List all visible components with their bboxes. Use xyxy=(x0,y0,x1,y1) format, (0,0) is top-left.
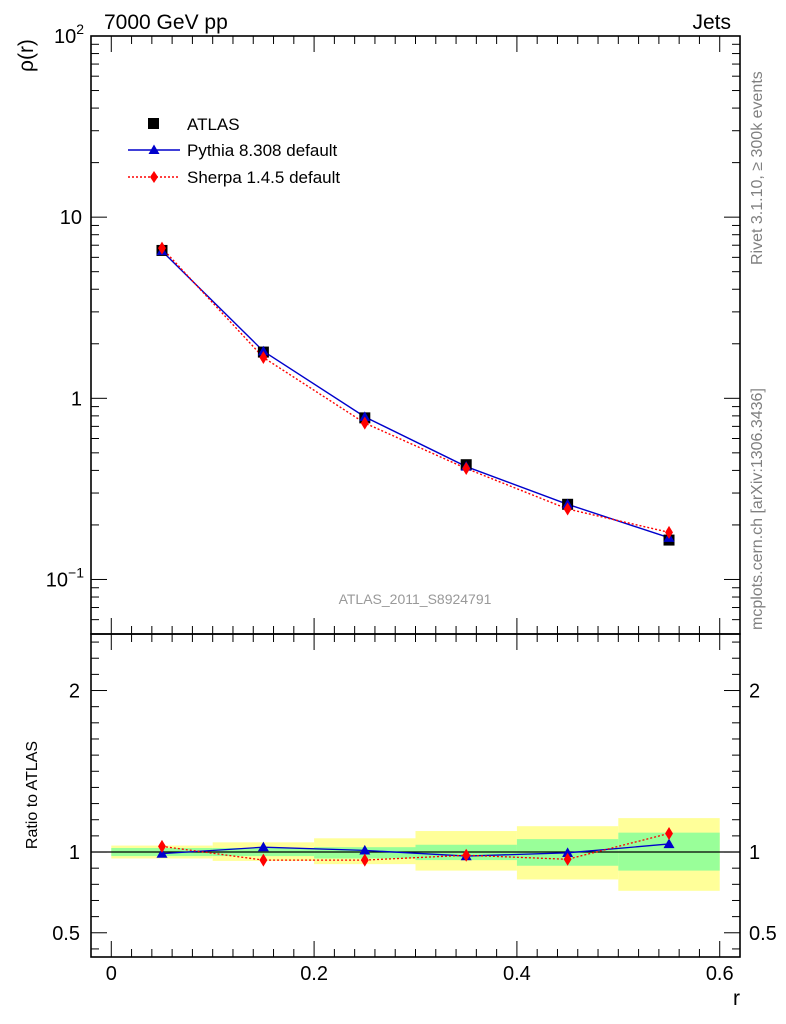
mcplots-source-label: mcplots.cern.ch [arXiv:1306.3436] xyxy=(749,388,766,630)
legend-atlas-marker xyxy=(148,118,159,129)
main-point xyxy=(158,241,166,255)
main-y-axis-label: ρ(r) xyxy=(15,39,38,72)
ratio-plot-panel: 0.5 0.5 1 1 2 2 0 0.2 0.4 0.6 Ratio to ATLAS r xyxy=(24,633,777,1010)
main-point xyxy=(259,350,268,364)
ratio-y-tick-label-right: 1 xyxy=(749,842,760,864)
main-watermark: ATLAS_2011_S8924791 xyxy=(339,591,492,607)
ratio-y-tick-label-right: 2 xyxy=(749,681,760,703)
main-y-tick-label: 1 xyxy=(71,388,82,410)
header-right-title: Jets xyxy=(692,11,731,34)
ratio-series-line xyxy=(161,843,670,857)
ratio-y-tick-label-right: 0.5 xyxy=(749,923,777,945)
ratio-uncertainty-bands xyxy=(111,818,720,891)
ratio-point xyxy=(663,838,675,849)
legend-pythia-marker xyxy=(148,144,160,154)
legend-sherpa-label: Sherpa 1.4.5 default xyxy=(187,168,340,187)
legend-pythia-label: Pythia 8.308 default xyxy=(187,141,338,160)
ratio-point xyxy=(360,853,369,867)
main-plot-panel: ATLAS_2011_S8924791 10−1 1 10 102 ρ(r) ATLA… xyxy=(15,21,741,635)
main-series-line xyxy=(161,250,670,539)
main-point xyxy=(462,461,471,475)
main-series-line xyxy=(161,247,670,534)
main-series-group xyxy=(156,241,675,546)
legend-atlas-label: ATLAS xyxy=(187,115,240,134)
main-y-tick-label: 10−1 xyxy=(46,564,84,591)
ratio-point xyxy=(462,848,471,862)
ratio-point xyxy=(259,853,268,867)
main-point xyxy=(360,416,369,430)
ratio-series-group xyxy=(156,826,675,867)
legend: ATLAS Pythia 8.308 default Sherpa 1.4.5 … xyxy=(128,115,340,187)
ratio-y-tick-label-left: 0.5 xyxy=(52,923,80,945)
ratio-y-tick-label-left: 1 xyxy=(69,842,80,864)
ratio-point xyxy=(665,826,673,840)
main-y-tick-label: 10 xyxy=(60,207,82,229)
ratio-point xyxy=(359,844,371,855)
ratio-series-line xyxy=(161,832,670,861)
main-point xyxy=(665,525,673,539)
ratio-point xyxy=(562,847,574,857)
main-axis-ticks: 10−1 1 10 102 xyxy=(46,21,740,635)
ratio-y-tick-label-left: 2 xyxy=(69,681,80,703)
x-tick-label: 0 xyxy=(106,963,117,985)
main-y-tick-label: 102 xyxy=(54,21,84,48)
x-tick-label: 0.6 xyxy=(706,963,734,985)
main-point xyxy=(359,411,371,421)
ratio-y-axis-label: Ratio to ATLAS xyxy=(24,741,41,849)
ratio-point xyxy=(257,841,269,852)
ratio-axis-ticks: 0.5 0.5 1 1 2 2 0 0.2 0.4 0.6 xyxy=(52,634,777,985)
main-point xyxy=(257,345,269,356)
rivet-version-label: Rivet 3.1.10, ≥ 300k events xyxy=(749,71,766,265)
header-left-title: 7000 GeV pp xyxy=(104,11,228,34)
ratio-point xyxy=(158,839,166,853)
main-point xyxy=(563,502,572,516)
x-axis-label: r xyxy=(733,987,740,1010)
x-tick-label: 0.4 xyxy=(503,963,531,985)
ratio-plot-frame xyxy=(90,633,741,958)
ratio-point xyxy=(156,848,168,858)
legend-sherpa-marker xyxy=(150,171,158,183)
x-tick-label: 0.2 xyxy=(300,963,328,985)
ratio-point xyxy=(563,852,572,866)
